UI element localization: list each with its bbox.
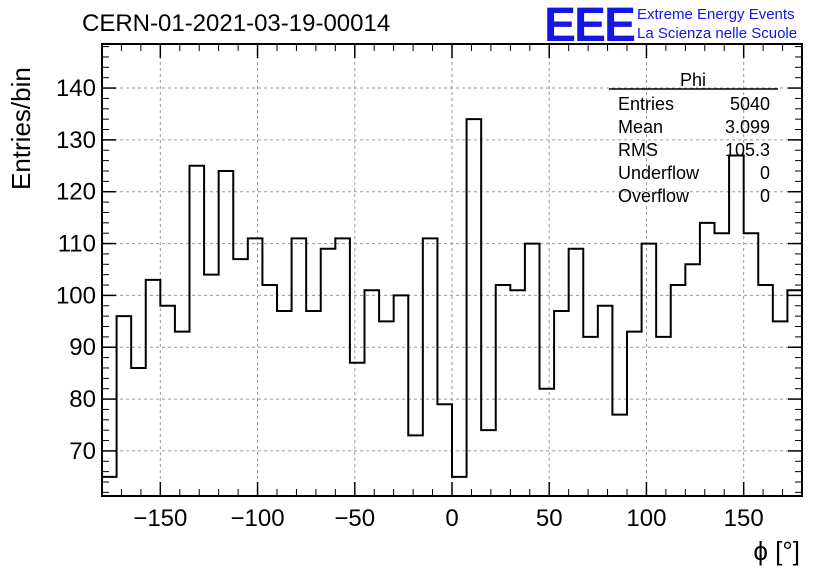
x-tick-label: 150 <box>724 505 764 532</box>
y-tick-label: 90 <box>69 334 96 361</box>
y-tick-label: 100 <box>56 282 96 309</box>
y-tick-label: 110 <box>58 231 96 258</box>
stats-label-overflow: Overflow <box>618 186 690 206</box>
eee-logo: EEE <box>544 0 636 52</box>
histogram-bars <box>102 118 803 478</box>
x-tick-label: 100 <box>626 505 666 532</box>
stats-label-entries: Entries <box>618 94 675 114</box>
x-tick-label: 0 <box>445 505 458 532</box>
stats-label-mean: Mean <box>618 117 664 137</box>
stats-value-entries: 5040 <box>729 94 770 114</box>
histogram-outline <box>102 118 803 478</box>
y-tick-label: 70 <box>69 438 96 465</box>
x-tick-label: −50 <box>334 505 375 532</box>
y-tick-label: 140 <box>56 75 96 102</box>
tick-labels: −150 −100 −50 0 50 100 150 70 80 90 100 110 120 130 14… <box>56 75 764 532</box>
stats-label-rms: RMS <box>618 140 658 160</box>
run-title: CERN-01-2021-03-19-00014 <box>82 10 391 37</box>
stats-title: Phi <box>680 70 707 90</box>
x-tick-label: −150 <box>133 505 187 532</box>
experiment-name: Extreme Energy Events <box>637 6 795 23</box>
stats-value-overflow: 0 <box>759 186 770 206</box>
y-tick-label: 130 <box>56 127 96 154</box>
experiment-tagline: La Scienza nelle Scuole <box>637 25 798 42</box>
x-tick-label: 50 <box>536 505 563 532</box>
y-tick-label: 80 <box>69 386 96 413</box>
y-tick-label: 120 <box>56 179 96 206</box>
stats-value-mean: 3.099 <box>724 117 770 137</box>
stats-value-rms: 105.3 <box>724 140 770 160</box>
stats-label-underflow: Underflow <box>618 163 700 183</box>
axis-ticks <box>101 44 803 496</box>
x-axis-label: ϕ [°] <box>753 536 800 566</box>
x-tick-label: −100 <box>231 505 285 532</box>
stats-value-underflow: 0 <box>759 163 770 183</box>
